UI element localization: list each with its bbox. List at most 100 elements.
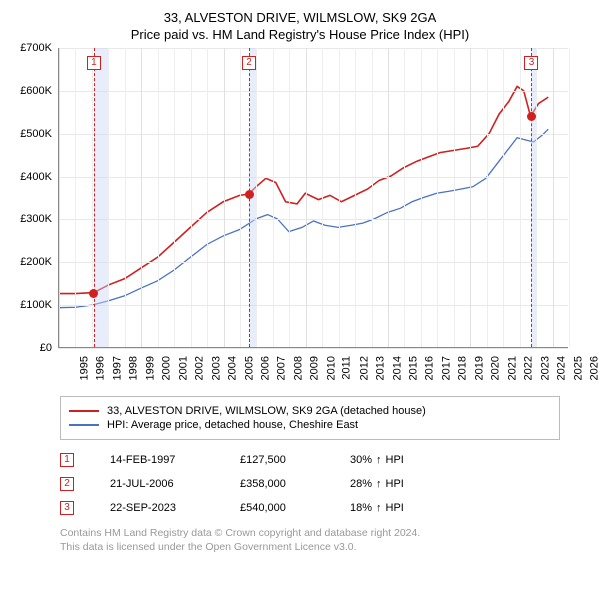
x-axis-label: 2012: [358, 356, 370, 380]
event-marker-box: 2: [242, 56, 256, 70]
grid-line-v: [520, 48, 521, 347]
x-axis-label: 2011: [341, 356, 353, 380]
grid-line-v: [141, 48, 142, 347]
y-axis-label: £500K: [12, 128, 52, 140]
x-axis-label: 2014: [391, 356, 403, 380]
x-axis-label: 2022: [523, 356, 535, 380]
y-axis-label: £400K: [12, 171, 52, 183]
event-diff-pct: 18%: [350, 502, 372, 514]
x-axis-label: 2003: [210, 356, 222, 380]
x-axis-label: 2021: [506, 356, 518, 380]
grid-line-v: [289, 48, 290, 347]
chart-titles: 33, ALVESTON DRIVE, WILMSLOW, SK9 2GA Pr…: [0, 0, 600, 48]
grid-line-h: [59, 219, 568, 220]
x-axis-label: 2009: [309, 356, 321, 380]
y-axis-label: £200K: [12, 256, 52, 268]
event-date: 22-SEP-2023: [110, 502, 240, 514]
x-axis-label: 2002: [194, 356, 206, 380]
grid-line-v: [404, 48, 405, 347]
grid-line-v: [372, 48, 373, 347]
event-price: £358,000: [240, 478, 350, 490]
x-axis-label: 2010: [325, 356, 337, 380]
y-axis-label: £600K: [12, 85, 52, 97]
x-axis-label: 2024: [556, 356, 568, 380]
x-axis-label: 1997: [111, 356, 123, 380]
x-axis-label: 2017: [440, 356, 452, 380]
y-axis-label: £100K: [12, 299, 52, 311]
arrow-up-icon: ↑: [376, 454, 382, 466]
event-diff: 30%↑HPI: [350, 454, 460, 466]
grid-line-v: [421, 48, 422, 347]
grid-line-v: [437, 48, 438, 347]
price-point-marker: [527, 112, 536, 121]
x-axis-label: 2020: [490, 356, 502, 380]
grid-line-v: [240, 48, 241, 347]
grid-line-v: [503, 48, 504, 347]
event-row: 322-SEP-2023£540,00018%↑HPI: [60, 496, 560, 520]
series-line-hpi: [59, 129, 548, 308]
event-price: £127,500: [240, 454, 350, 466]
grid-line-h: [59, 348, 568, 349]
x-axis-label: 2015: [408, 356, 420, 380]
x-axis-label: 2001: [177, 356, 189, 380]
grid-line-v: [339, 48, 340, 347]
grid-line-v: [553, 48, 554, 347]
event-row: 221-JUL-2006£358,00028%↑HPI: [60, 472, 560, 496]
x-axis-label: 2019: [473, 356, 485, 380]
grid-line-v: [92, 48, 93, 347]
grid-line-v: [355, 48, 356, 347]
shaded-band: [94, 48, 108, 347]
legend-swatch: [69, 410, 99, 412]
grid-line-h: [59, 91, 568, 92]
event-diff-pct: 28%: [350, 478, 372, 490]
event-diff-suffix: HPI: [386, 454, 404, 466]
event-row: 114-FEB-1997£127,50030%↑HPI: [60, 448, 560, 472]
title-sub: Price paid vs. HM Land Registry's House …: [0, 27, 600, 42]
event-diff: 18% ↑ HPI: [350, 502, 460, 514]
event-diff-suffix: HPI: [386, 478, 404, 490]
grid-line-v: [322, 48, 323, 347]
y-axis-label: £700K: [12, 42, 52, 54]
legend-row: 33, ALVESTON DRIVE, WILMSLOW, SK9 2GA (d…: [69, 405, 551, 417]
legend: 33, ALVESTON DRIVE, WILMSLOW, SK9 2GA (d…: [60, 396, 560, 440]
chart-area: 123 £0£100K£200K£300K£400K£500K£600K£700…: [12, 48, 572, 388]
x-axis-label: 2005: [243, 356, 255, 380]
grid-line-h: [59, 48, 568, 49]
event-number-box: 3: [60, 501, 74, 515]
arrow-up-icon: ↑: [376, 502, 382, 514]
grid-line-v: [224, 48, 225, 347]
grid-line-v: [454, 48, 455, 347]
event-number-box: 1: [60, 453, 74, 467]
attribution-line-1: Contains HM Land Registry data © Crown c…: [60, 526, 560, 540]
event-diff-suffix: HPI: [386, 502, 404, 514]
x-axis-label: 1999: [144, 356, 156, 380]
x-axis-label: 2023: [539, 356, 551, 380]
x-axis-label: 2008: [292, 356, 304, 380]
grid-line-v: [191, 48, 192, 347]
legend-label: 33, ALVESTON DRIVE, WILMSLOW, SK9 2GA (d…: [107, 405, 426, 417]
grid-line-v: [388, 48, 389, 347]
grid-line-v: [306, 48, 307, 347]
grid-line-h: [59, 134, 568, 135]
grid-line-v: [75, 48, 76, 347]
x-axis-label: 2013: [375, 356, 387, 380]
grid-line-v: [256, 48, 257, 347]
grid-line-v: [569, 48, 570, 347]
grid-line-h: [59, 177, 568, 178]
event-date: 21-JUL-2006: [110, 478, 240, 490]
x-axis-label: 2018: [457, 356, 469, 380]
grid-line-v: [487, 48, 488, 347]
grid-line-v: [273, 48, 274, 347]
grid-line-h: [59, 305, 568, 306]
attribution-line-2: This data is licensed under the Open Gov…: [60, 540, 560, 554]
grid-line-v: [125, 48, 126, 347]
legend-label: HPI: Average price, detached house, Ches…: [107, 419, 358, 431]
attribution: Contains HM Land Registry data © Crown c…: [60, 526, 560, 554]
x-axis-label: 2000: [161, 356, 173, 380]
legend-swatch: [69, 424, 99, 426]
y-axis-label: £300K: [12, 213, 52, 225]
y-axis-label: £0: [12, 342, 52, 354]
price-point-marker: [245, 190, 254, 199]
x-axis-label: 1996: [95, 356, 107, 380]
x-axis-label: 2026: [588, 356, 600, 380]
